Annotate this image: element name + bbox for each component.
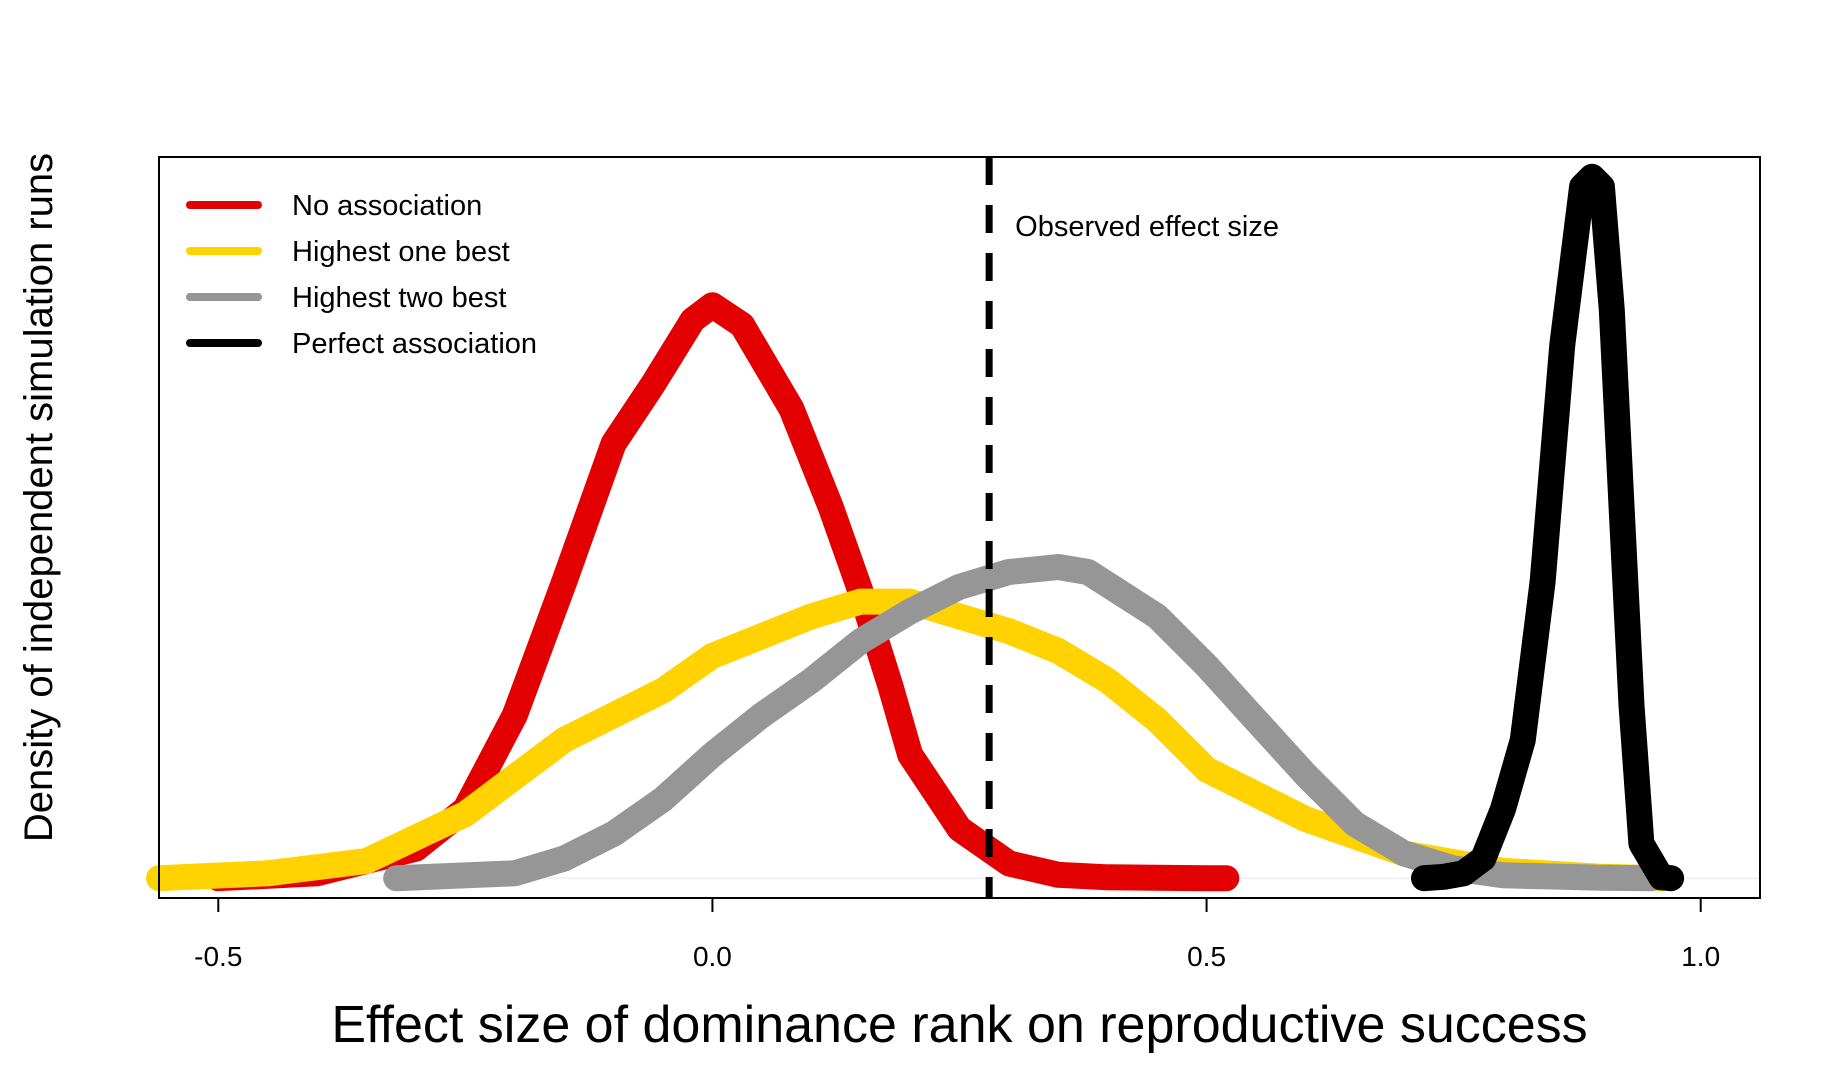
reference-line-label: Observed effect size [1015,211,1279,243]
x-axis-label: Effect size of dominance rank on reprodu… [331,996,1587,1054]
x-tick-label: 0.0 [693,941,732,972]
density-curves [146,163,1760,892]
legend-entry-label: No association [292,190,482,222]
curve-highest-two-best [383,554,1665,892]
legend-entry-label: Highest two best [292,282,506,314]
legend-entry-label: Perfect association [292,328,537,360]
curve-no-association [205,292,1240,892]
legend: No association Highest one best Highest tw… [186,190,537,360]
x-tick-label: 1.0 [1681,941,1720,972]
x-tick-label: 0.5 [1187,941,1226,972]
x-axis: -0.5 0.0 0.5 1.0 [194,897,1720,972]
x-tick-label: -0.5 [194,941,242,972]
curve-perfect-association [1411,163,1685,892]
y-axis-label: Density of independent simulation runs [17,153,61,842]
legend-entry-label: Highest one best [292,236,510,268]
